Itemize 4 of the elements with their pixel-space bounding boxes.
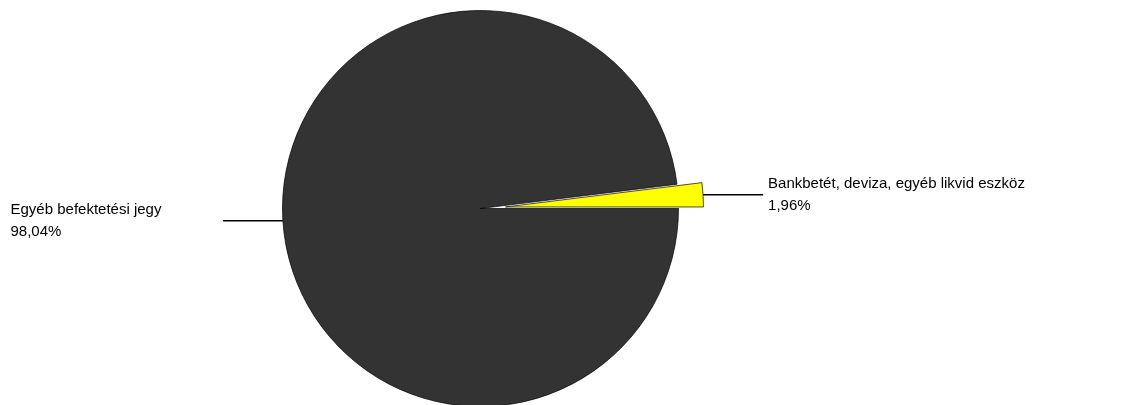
data-label: 98,04%	[10, 221, 62, 239]
data-label: 1,96%	[768, 195, 811, 213]
slice-label: Bankbetét, deviza, egyéb likvid eszköz	[768, 173, 1025, 191]
slice-label: Egyéb befektetési jegy	[10, 199, 162, 217]
